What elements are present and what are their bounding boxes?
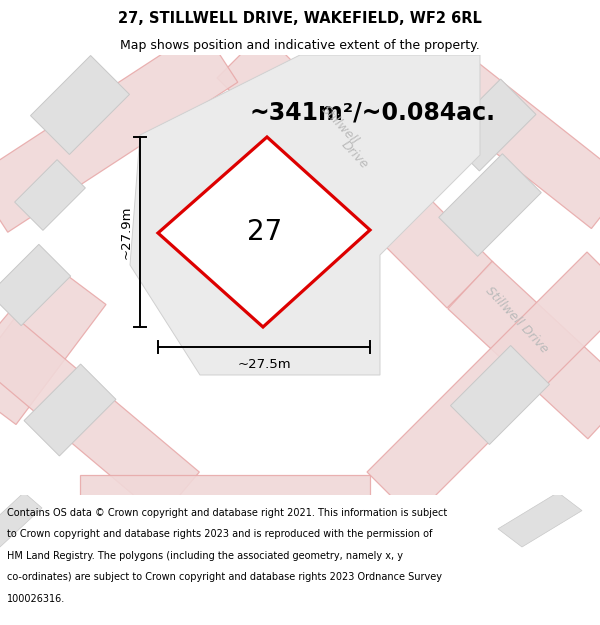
Text: 100026316.: 100026316.: [7, 594, 65, 604]
Polygon shape: [401, 31, 600, 229]
Polygon shape: [444, 79, 536, 171]
Polygon shape: [0, 492, 42, 547]
Text: ~27.9m: ~27.9m: [119, 205, 133, 259]
Polygon shape: [80, 475, 370, 515]
Text: 27, STILLWELL DRIVE, WAKEFIELD, WF2 6RL: 27, STILLWELL DRIVE, WAKEFIELD, WF2 6RL: [118, 11, 482, 26]
Polygon shape: [31, 56, 130, 154]
Polygon shape: [217, 32, 493, 308]
Text: Drive: Drive: [339, 138, 371, 172]
Text: Stillwell: Stillwell: [319, 103, 361, 147]
Text: Contains OS data © Crown copyright and database right 2021. This information is : Contains OS data © Crown copyright and d…: [7, 508, 448, 518]
Text: Stillwell Drive: Stillwell Drive: [483, 284, 551, 356]
Polygon shape: [367, 252, 600, 518]
Polygon shape: [332, 37, 448, 153]
Polygon shape: [0, 28, 238, 232]
Text: HM Land Registry. The polygons (including the associated geometry, namely x, y: HM Land Registry. The polygons (includin…: [7, 551, 403, 561]
Text: Map shows position and indicative extent of the property.: Map shows position and indicative extent…: [120, 39, 480, 51]
Text: co-ordinates) are subject to Crown copyright and database rights 2023 Ordnance S: co-ordinates) are subject to Crown copyr…: [7, 572, 442, 582]
Polygon shape: [130, 55, 480, 375]
Polygon shape: [14, 159, 85, 231]
Text: ~27.5m: ~27.5m: [237, 359, 291, 371]
Polygon shape: [0, 244, 71, 326]
Polygon shape: [448, 261, 600, 439]
Polygon shape: [439, 154, 541, 256]
Text: ~341m²/~0.084ac.: ~341m²/~0.084ac.: [250, 101, 496, 125]
Text: to Crown copyright and database rights 2023 and is reproduced with the permissio: to Crown copyright and database rights 2…: [7, 529, 433, 539]
Polygon shape: [0, 312, 199, 518]
Polygon shape: [24, 364, 116, 456]
Polygon shape: [0, 266, 106, 424]
Text: 27: 27: [247, 217, 282, 246]
Polygon shape: [498, 492, 582, 547]
Polygon shape: [158, 137, 370, 327]
Polygon shape: [451, 346, 550, 444]
